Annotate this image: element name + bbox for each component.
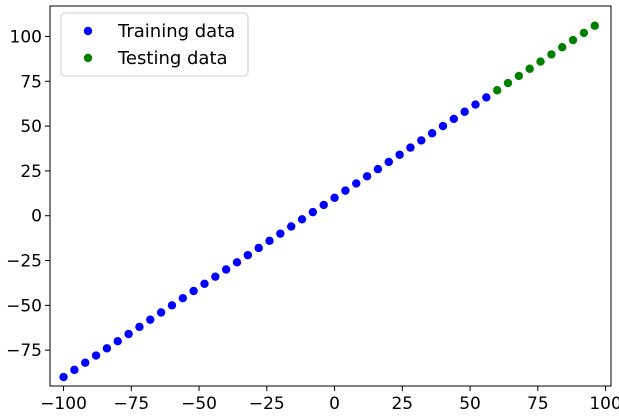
testing-point bbox=[492, 86, 502, 95]
training-point bbox=[102, 344, 112, 353]
training-point bbox=[200, 279, 209, 289]
y-tick-label: −75 bbox=[6, 341, 42, 361]
data-points bbox=[59, 21, 599, 382]
training-point bbox=[417, 136, 426, 145]
x-axis: −100 −75 −50 −25 0 25 50 75 100 bbox=[40, 386, 619, 414]
training-point bbox=[254, 243, 263, 253]
training-point bbox=[287, 222, 296, 231]
y-tick-label: 0 bbox=[31, 207, 42, 227]
training-point bbox=[146, 315, 155, 324]
training-point bbox=[449, 114, 459, 124]
training-point bbox=[243, 250, 253, 260]
training-point bbox=[189, 286, 198, 296]
legend: Training data Testing data bbox=[60, 12, 249, 77]
training-point bbox=[178, 293, 187, 303]
y-tick-label: −50 bbox=[6, 296, 42, 316]
legend-marker-testing bbox=[83, 53, 93, 63]
x-tick-label: 100 bbox=[589, 394, 619, 414]
testing-point bbox=[558, 43, 567, 52]
training-point bbox=[384, 157, 393, 167]
testing-point bbox=[579, 28, 589, 38]
testing-point bbox=[503, 78, 513, 88]
testing-point bbox=[547, 50, 556, 59]
y-tick-label: 100 bbox=[10, 27, 42, 47]
x-tick-label: −75 bbox=[113, 394, 149, 414]
x-tick-label: 0 bbox=[329, 394, 340, 414]
training-point bbox=[232, 258, 242, 267]
legend-marker-training bbox=[83, 26, 93, 36]
training-point bbox=[91, 351, 101, 360]
training-point bbox=[373, 164, 383, 174]
training-point bbox=[113, 336, 122, 346]
x-tick-label: −100 bbox=[40, 394, 87, 414]
training-point bbox=[167, 301, 177, 310]
training-point bbox=[221, 265, 231, 274]
x-tick-label: 75 bbox=[527, 394, 549, 414]
training-point bbox=[482, 93, 491, 102]
legend-label-testing: Testing data bbox=[117, 48, 228, 69]
training-point bbox=[308, 207, 318, 217]
training-point bbox=[265, 236, 274, 246]
x-tick-label: −25 bbox=[249, 394, 285, 414]
training-point bbox=[319, 200, 328, 210]
x-tick-label: −50 bbox=[181, 394, 217, 414]
plot-frame bbox=[49, 5, 612, 387]
training-point bbox=[211, 272, 220, 281]
y-axis: −75 −50 −25 0 25 50 75 100 bbox=[6, 27, 50, 361]
y-tick-label: −25 bbox=[6, 252, 42, 272]
x-tick-label: 25 bbox=[391, 394, 413, 414]
testing-point bbox=[568, 35, 578, 45]
training-point bbox=[438, 121, 448, 131]
y-tick-label: 50 bbox=[20, 117, 42, 137]
testing-point bbox=[536, 57, 545, 66]
training-point bbox=[124, 329, 133, 339]
training-point bbox=[406, 143, 415, 152]
y-tick-label: 25 bbox=[20, 162, 42, 182]
testing-point bbox=[525, 64, 534, 73]
legend-label-training: Training data bbox=[117, 21, 235, 42]
testing-point bbox=[514, 71, 524, 81]
training-point bbox=[276, 229, 285, 238]
training-point bbox=[471, 100, 480, 109]
training-point bbox=[395, 150, 404, 159]
training-point bbox=[135, 322, 144, 332]
training-point bbox=[70, 365, 79, 375]
training-point bbox=[352, 179, 361, 188]
legend-box bbox=[60, 12, 249, 77]
training-point bbox=[427, 129, 437, 138]
training-point bbox=[156, 308, 166, 317]
training-point bbox=[81, 358, 90, 367]
x-tick-label: 50 bbox=[459, 394, 481, 414]
training-point bbox=[341, 186, 350, 195]
training-point bbox=[330, 193, 339, 202]
training-point bbox=[460, 107, 469, 116]
training-point bbox=[362, 172, 372, 181]
training-point bbox=[297, 215, 307, 224]
y-tick-label: 75 bbox=[20, 72, 42, 92]
testing-point bbox=[590, 21, 599, 30]
training-point bbox=[59, 372, 68, 382]
